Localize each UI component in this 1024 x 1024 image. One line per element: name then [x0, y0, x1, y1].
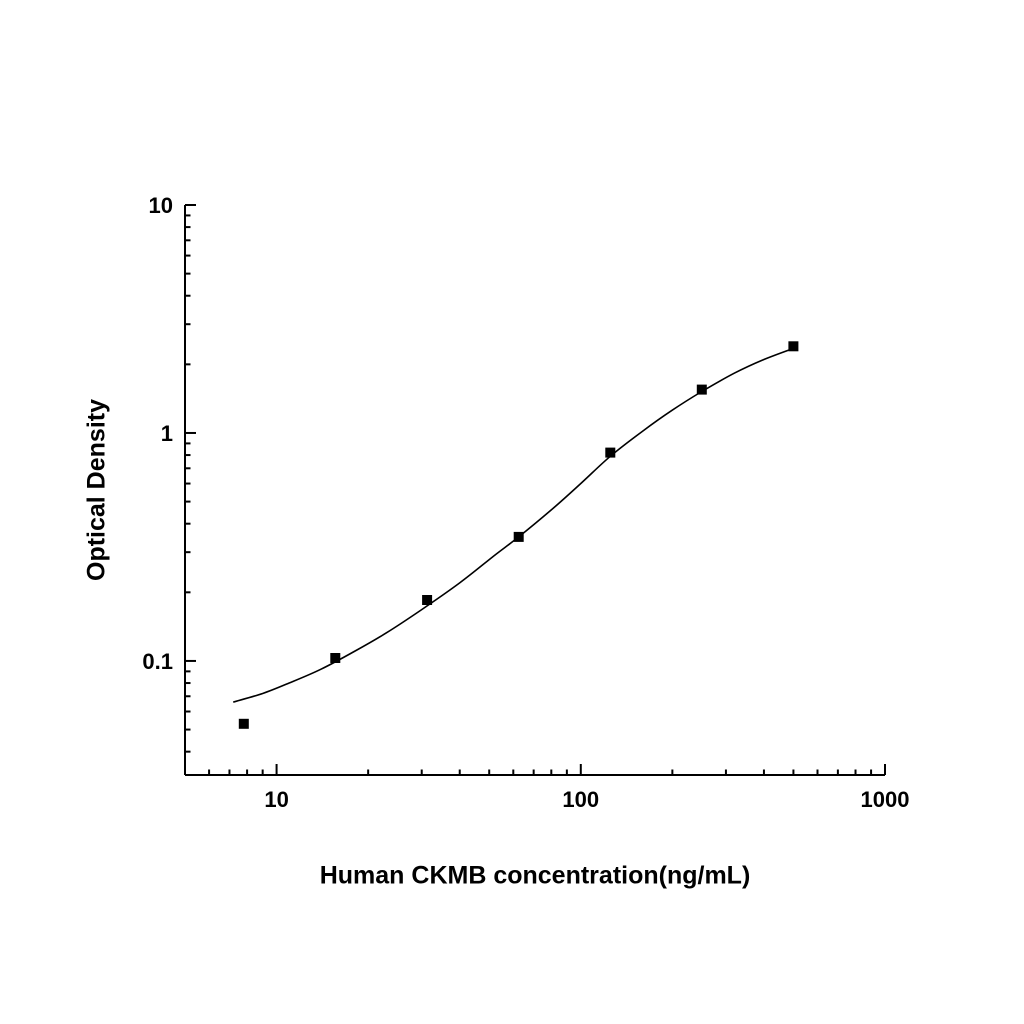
y-axis-title: Optical Density [82, 399, 111, 581]
data-point [605, 447, 616, 458]
x-tick-label: 100 [562, 787, 599, 812]
x-tick-label: 1000 [861, 787, 910, 812]
y-tick-label: 0.1 [142, 649, 173, 674]
x-tick-label: 10 [264, 787, 288, 812]
data-point [238, 718, 249, 729]
y-tick-label: 1 [161, 421, 173, 446]
data-point [696, 384, 707, 395]
data-point [422, 595, 433, 605]
x-axis-title: Human CKMB concentration(ng/mL) [319, 861, 751, 890]
data-point [330, 653, 341, 663]
data-point [513, 531, 524, 542]
fit-curve [232, 347, 794, 703]
y-tick-label: 10 [149, 193, 173, 218]
data-point [788, 341, 799, 352]
